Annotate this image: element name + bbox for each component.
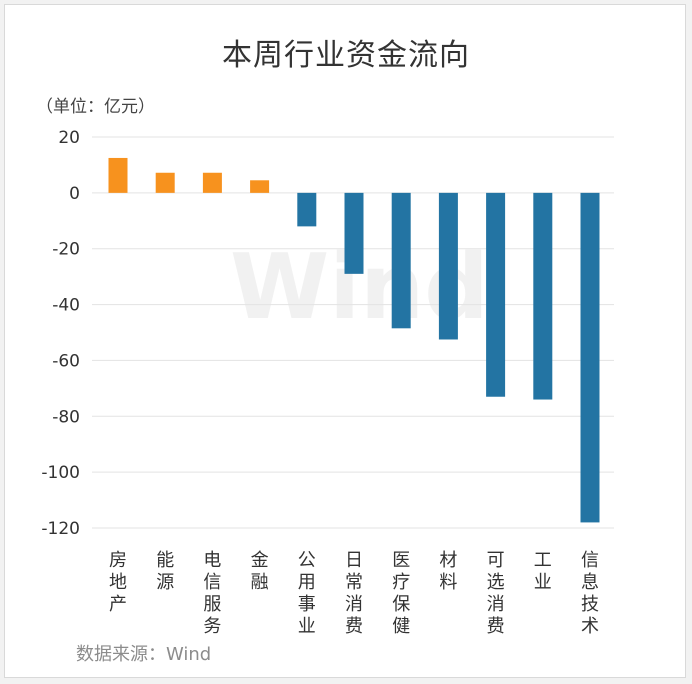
unit-label: （单位：亿元） (36, 97, 155, 117)
bar (391, 192, 411, 329)
category-labels: 房地产 能源 电信服务 金融 公用事业 日常消费 医疗保健 材料 可选消费 工业 信息技术 (109, 550, 599, 637)
bar (344, 192, 364, 274)
bar (580, 192, 600, 523)
category-label: 公用事业 (298, 550, 316, 637)
source-note: 数据来源：Wind (76, 644, 212, 665)
category-label: 可选消费 (487, 550, 505, 637)
y-tick-label: 20 (58, 128, 80, 148)
category-label: 材料 (439, 550, 457, 593)
bars (108, 157, 600, 523)
category-label: 信息技术 (581, 550, 599, 637)
y-axis-ticks: 20 0 -20 -40 -60 -80 -100 -120 (41, 128, 80, 539)
y-tick-label: -80 (52, 407, 80, 427)
bar (533, 192, 553, 400)
bar (155, 172, 175, 193)
category-label: 金融 (251, 550, 269, 593)
y-tick-label: -120 (41, 519, 80, 539)
y-tick-label: -40 (52, 296, 80, 316)
bar (297, 192, 317, 227)
bar (202, 172, 222, 193)
chart-card (4, 4, 686, 678)
y-tick-label: -100 (41, 463, 80, 483)
category-label: 医疗保健 (392, 550, 410, 637)
category-label: 能源 (156, 550, 174, 593)
y-tick-label: -20 (52, 240, 80, 260)
category-label: 工业 (534, 550, 552, 593)
category-label: 电信服务 (203, 550, 221, 637)
category-label: 房地产 (109, 550, 127, 615)
bar (486, 192, 506, 397)
y-tick-label: 0 (69, 184, 80, 204)
bar (108, 157, 128, 193)
bar (250, 180, 270, 193)
bar (438, 192, 458, 340)
chart-title: 本周行业资金流向 (222, 38, 470, 73)
y-tick-label: -60 (52, 351, 80, 371)
category-label: 日常消费 (345, 550, 363, 637)
